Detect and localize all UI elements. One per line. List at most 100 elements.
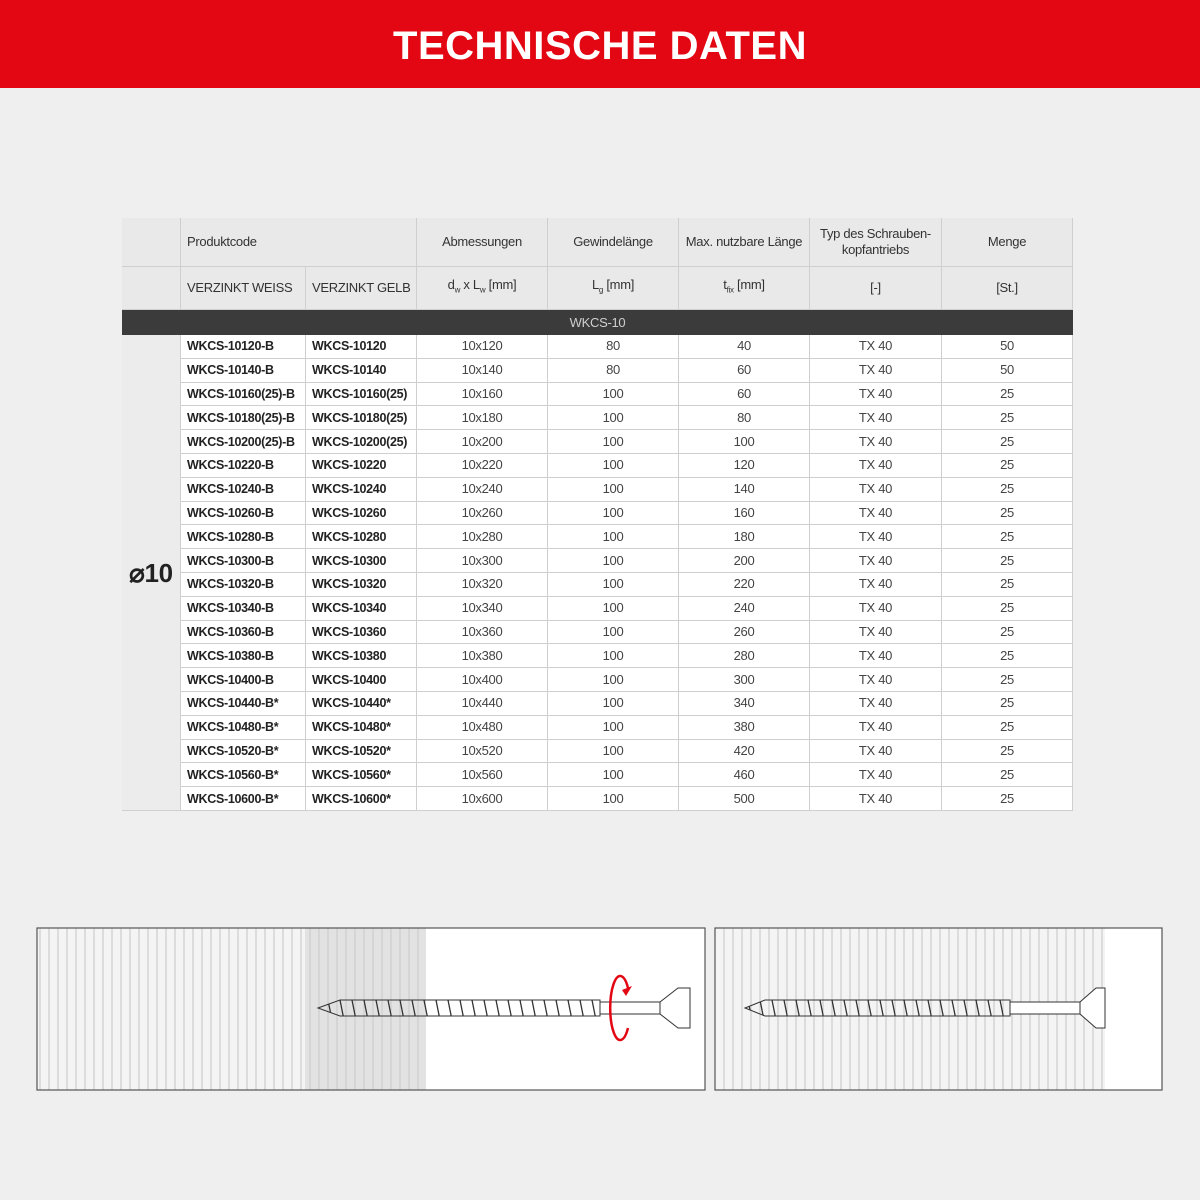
- text: TX 40: [858, 647, 893, 663]
- subheader-cell: VERZINKT WEISS: [181, 267, 306, 310]
- banner: TECHNISCHE DATEN: [0, 0, 1200, 88]
- value-cell: 100: [548, 668, 679, 692]
- product-code: WKCS-10300: [306, 549, 417, 573]
- product-code: WKCS-10480*: [306, 715, 417, 740]
- text: Menge: [987, 234, 1027, 249]
- product-code: WKCS-10140: [306, 358, 417, 383]
- text: WKCS-10600*: [312, 791, 391, 806]
- text: w: [479, 285, 486, 295]
- text: 25: [1000, 409, 1014, 425]
- product-code: WKCS-10300-B: [181, 549, 306, 573]
- text: 25: [1000, 385, 1014, 401]
- text: TX 40: [858, 504, 893, 520]
- text: 25: [1000, 623, 1014, 639]
- text: 25: [1000, 671, 1014, 687]
- text: [St.]: [996, 280, 1018, 295]
- product-code: WKCS-10440*: [306, 692, 417, 716]
- text: WKCS-10400: [312, 672, 387, 687]
- value-cell: 100: [548, 454, 679, 478]
- value-cell: 100: [548, 549, 679, 573]
- product-code: WKCS-10320-B: [181, 573, 306, 597]
- value-cell: 240: [679, 596, 810, 621]
- product-code: WKCS-10260-B: [181, 501, 306, 526]
- text: WKCS-10340-B: [187, 601, 274, 616]
- text: 80: [737, 409, 751, 425]
- text: 10x160: [461, 385, 503, 401]
- product-code: WKCS-10520*: [306, 739, 417, 764]
- text: WKCS-10200(25)-B: [187, 434, 295, 449]
- value-cell: 25: [942, 668, 1073, 692]
- value-cell: 280: [679, 644, 810, 669]
- value-cell: TX 40: [810, 477, 942, 502]
- text: WKCS-10400-B: [187, 672, 274, 687]
- text: 100: [602, 504, 624, 520]
- product-code: WKCS-10480-B*: [181, 715, 306, 740]
- value-cell: 10x480: [417, 715, 548, 740]
- text: 10x120: [461, 338, 503, 354]
- value-cell: 80: [548, 358, 679, 383]
- text: x L: [460, 277, 480, 293]
- product-code: WKCS-10160(25)-B: [181, 382, 306, 407]
- text: 100: [602, 647, 624, 663]
- text: TX 40: [858, 338, 893, 354]
- value-cell: 10x120: [417, 335, 548, 359]
- text: 80: [606, 338, 620, 354]
- subheader-cell: VERZINKT GELB: [306, 267, 417, 310]
- text: 420: [733, 742, 755, 758]
- value-cell: TX 40: [810, 739, 942, 764]
- value-cell: 10x180: [417, 406, 548, 431]
- text: Max. nutzbare Länge: [685, 234, 803, 249]
- text: 100: [602, 433, 624, 449]
- text: 460: [733, 766, 755, 782]
- value-cell: TX 40: [810, 668, 942, 692]
- header-cell: Abmessungen: [417, 218, 548, 267]
- text: TX 40: [858, 457, 893, 473]
- text: 100: [602, 552, 624, 568]
- value-cell: 160: [679, 501, 810, 526]
- unit-cell: [-]: [810, 267, 942, 310]
- text: TX 40: [858, 600, 893, 616]
- text: kopfantriebs: [841, 242, 910, 257]
- text: WKCS-10220-B: [187, 458, 274, 473]
- text: 100: [602, 695, 624, 711]
- value-cell: 25: [942, 501, 1073, 526]
- value-cell: 100: [548, 501, 679, 526]
- value-cell: 25: [942, 454, 1073, 478]
- text: 100: [602, 671, 624, 687]
- illustrations: [36, 927, 1163, 1091]
- text: 10x260: [461, 504, 503, 520]
- unit: [-]: [870, 280, 881, 296]
- value-cell: 80: [548, 335, 679, 359]
- value-cell: TX 40: [810, 549, 942, 573]
- text: [-]: [870, 280, 881, 295]
- text: 80: [606, 362, 620, 378]
- value-cell: 100: [548, 787, 679, 811]
- value-cell: TX 40: [810, 382, 942, 407]
- product-code: WKCS-10440-B*: [181, 692, 306, 716]
- text: WKCS-10480-B*: [187, 720, 279, 735]
- value-cell: 10x220: [417, 454, 548, 478]
- value-cell: 220: [679, 573, 810, 597]
- text: WKCS-10380: [312, 648, 387, 663]
- value-cell: 25: [942, 739, 1073, 764]
- text: L: [591, 277, 599, 293]
- product-code: WKCS-10360-B: [181, 620, 306, 645]
- value-cell: 100: [548, 430, 679, 454]
- group-row: WKCS-10: [122, 310, 1073, 335]
- product-code: WKCS-10520-B*: [181, 739, 306, 764]
- illustration-right: [714, 927, 1163, 1091]
- text: 500: [733, 790, 755, 806]
- text: WKCS-10520*: [312, 743, 391, 758]
- text: WKCS-10160(25)-B: [187, 386, 295, 401]
- value-cell: 100: [679, 430, 810, 454]
- text: 60: [737, 362, 751, 378]
- text: WKCS-10300-B: [187, 553, 274, 568]
- text: 10x380: [461, 647, 503, 663]
- text: ⌀10: [129, 557, 173, 588]
- product-code: WKCS-10400: [306, 668, 417, 692]
- value-cell: 100: [548, 573, 679, 597]
- text: 220: [733, 576, 755, 592]
- value-cell: 260: [679, 620, 810, 645]
- value-cell: 10x400: [417, 668, 548, 692]
- header-cell: Gewindelänge: [548, 218, 679, 267]
